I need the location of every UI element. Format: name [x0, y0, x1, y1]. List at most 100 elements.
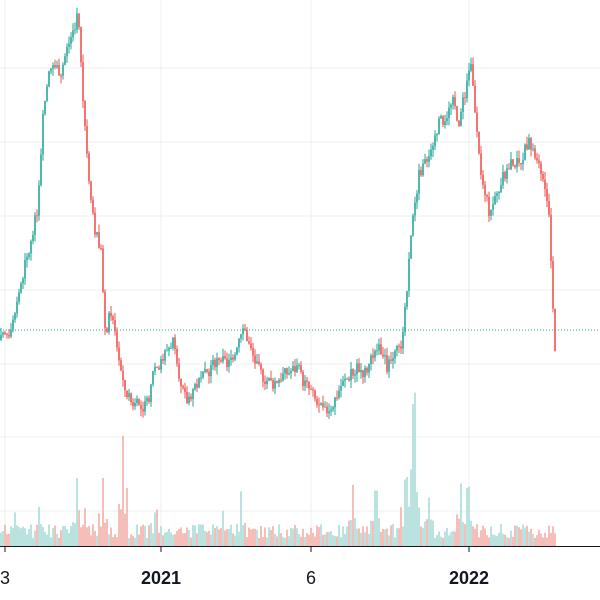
candle-down	[224, 356, 226, 359]
volume-bar	[34, 530, 36, 546]
volume-bar	[346, 526, 348, 546]
volume-bar	[272, 526, 274, 546]
volume-bar	[194, 525, 196, 546]
candle-down	[260, 364, 262, 370]
volume-bar	[60, 530, 62, 546]
candle-up	[12, 319, 14, 330]
candle-down	[8, 334, 10, 337]
volume-bar	[500, 524, 502, 546]
volume-bar	[418, 507, 420, 546]
volume-bar	[446, 527, 448, 546]
candle-down	[474, 85, 476, 113]
candle-down	[546, 189, 548, 202]
candle-up	[230, 357, 232, 360]
candle-down	[314, 390, 316, 399]
volume-bar	[334, 535, 336, 546]
candle-up	[378, 344, 380, 351]
volume-bar	[296, 528, 298, 546]
candle-down	[60, 75, 62, 77]
candle-down	[300, 365, 302, 372]
volume-bar	[172, 534, 174, 546]
volume-bar	[390, 525, 392, 546]
volume-bar	[214, 528, 216, 546]
candle-down	[454, 96, 456, 107]
volume-bar	[436, 534, 438, 546]
volume-bar	[46, 534, 48, 546]
volume-bar	[232, 533, 234, 546]
volume-bar	[240, 491, 242, 546]
candle-down	[180, 378, 182, 387]
volume-bar	[80, 527, 82, 546]
volume-bar	[386, 528, 388, 546]
candle-down	[488, 196, 490, 216]
volume-bar	[298, 534, 300, 546]
volume-bar	[540, 533, 542, 546]
volume-bar	[220, 527, 222, 546]
volume-bar	[322, 534, 324, 546]
volume-bar	[130, 534, 132, 546]
candle-up	[388, 359, 390, 372]
volume-bar	[464, 524, 466, 546]
volume-bar	[362, 526, 364, 546]
volume-bar	[466, 487, 468, 546]
volume-bar	[246, 537, 248, 546]
candle-down	[36, 215, 38, 217]
candle-down	[326, 406, 328, 414]
volume-bar	[478, 537, 480, 546]
volume-bar	[134, 537, 136, 546]
candle-up	[340, 386, 342, 391]
candle-down	[252, 348, 254, 356]
volume-bar	[118, 503, 120, 546]
candle-down	[122, 370, 124, 381]
candle-up	[404, 306, 406, 333]
volume-bar	[230, 524, 232, 546]
candle-up	[524, 144, 526, 160]
candle-up	[332, 407, 334, 410]
volume-bar	[136, 524, 138, 546]
volume-bar	[384, 529, 386, 546]
volume-bar	[536, 535, 538, 546]
volume-bar	[4, 524, 6, 546]
candle-up	[62, 64, 64, 76]
time-axis-label: 2021	[141, 568, 181, 588]
volume-bar	[72, 522, 74, 546]
volume-bar	[192, 524, 194, 546]
candle-down	[250, 343, 252, 349]
volume-bar	[522, 524, 524, 546]
volume-bar	[110, 527, 112, 546]
volume-bar	[408, 506, 410, 546]
volume-bar	[160, 526, 162, 546]
candle-down	[100, 248, 102, 250]
volume-bar	[534, 537, 536, 546]
candle-down	[232, 357, 234, 360]
candle-down	[4, 332, 6, 335]
volume-bar	[248, 527, 250, 546]
volume-bar	[266, 537, 268, 546]
candle-up	[498, 191, 500, 194]
candle-up	[396, 345, 398, 351]
candle-up	[408, 258, 410, 292]
candle-down	[262, 369, 264, 382]
candle-down	[90, 181, 92, 200]
candle-up	[532, 148, 534, 150]
candle-down	[174, 337, 176, 350]
volume-bar	[196, 533, 198, 546]
volume-bar	[428, 497, 430, 546]
candle-down	[244, 328, 246, 331]
volume-bar	[528, 531, 530, 546]
volume-bar	[178, 528, 180, 546]
volume-bar	[358, 528, 360, 546]
candle-down	[94, 212, 96, 235]
candle-up	[228, 359, 230, 367]
volume-bar	[190, 537, 192, 546]
volume-bar	[370, 520, 372, 546]
candle-down	[464, 97, 466, 99]
volume-bar	[184, 532, 186, 546]
volume-bar	[394, 537, 396, 546]
candle-down	[310, 388, 312, 390]
candle-down	[132, 401, 134, 407]
candle-up	[200, 377, 202, 379]
candle-up	[444, 121, 446, 125]
